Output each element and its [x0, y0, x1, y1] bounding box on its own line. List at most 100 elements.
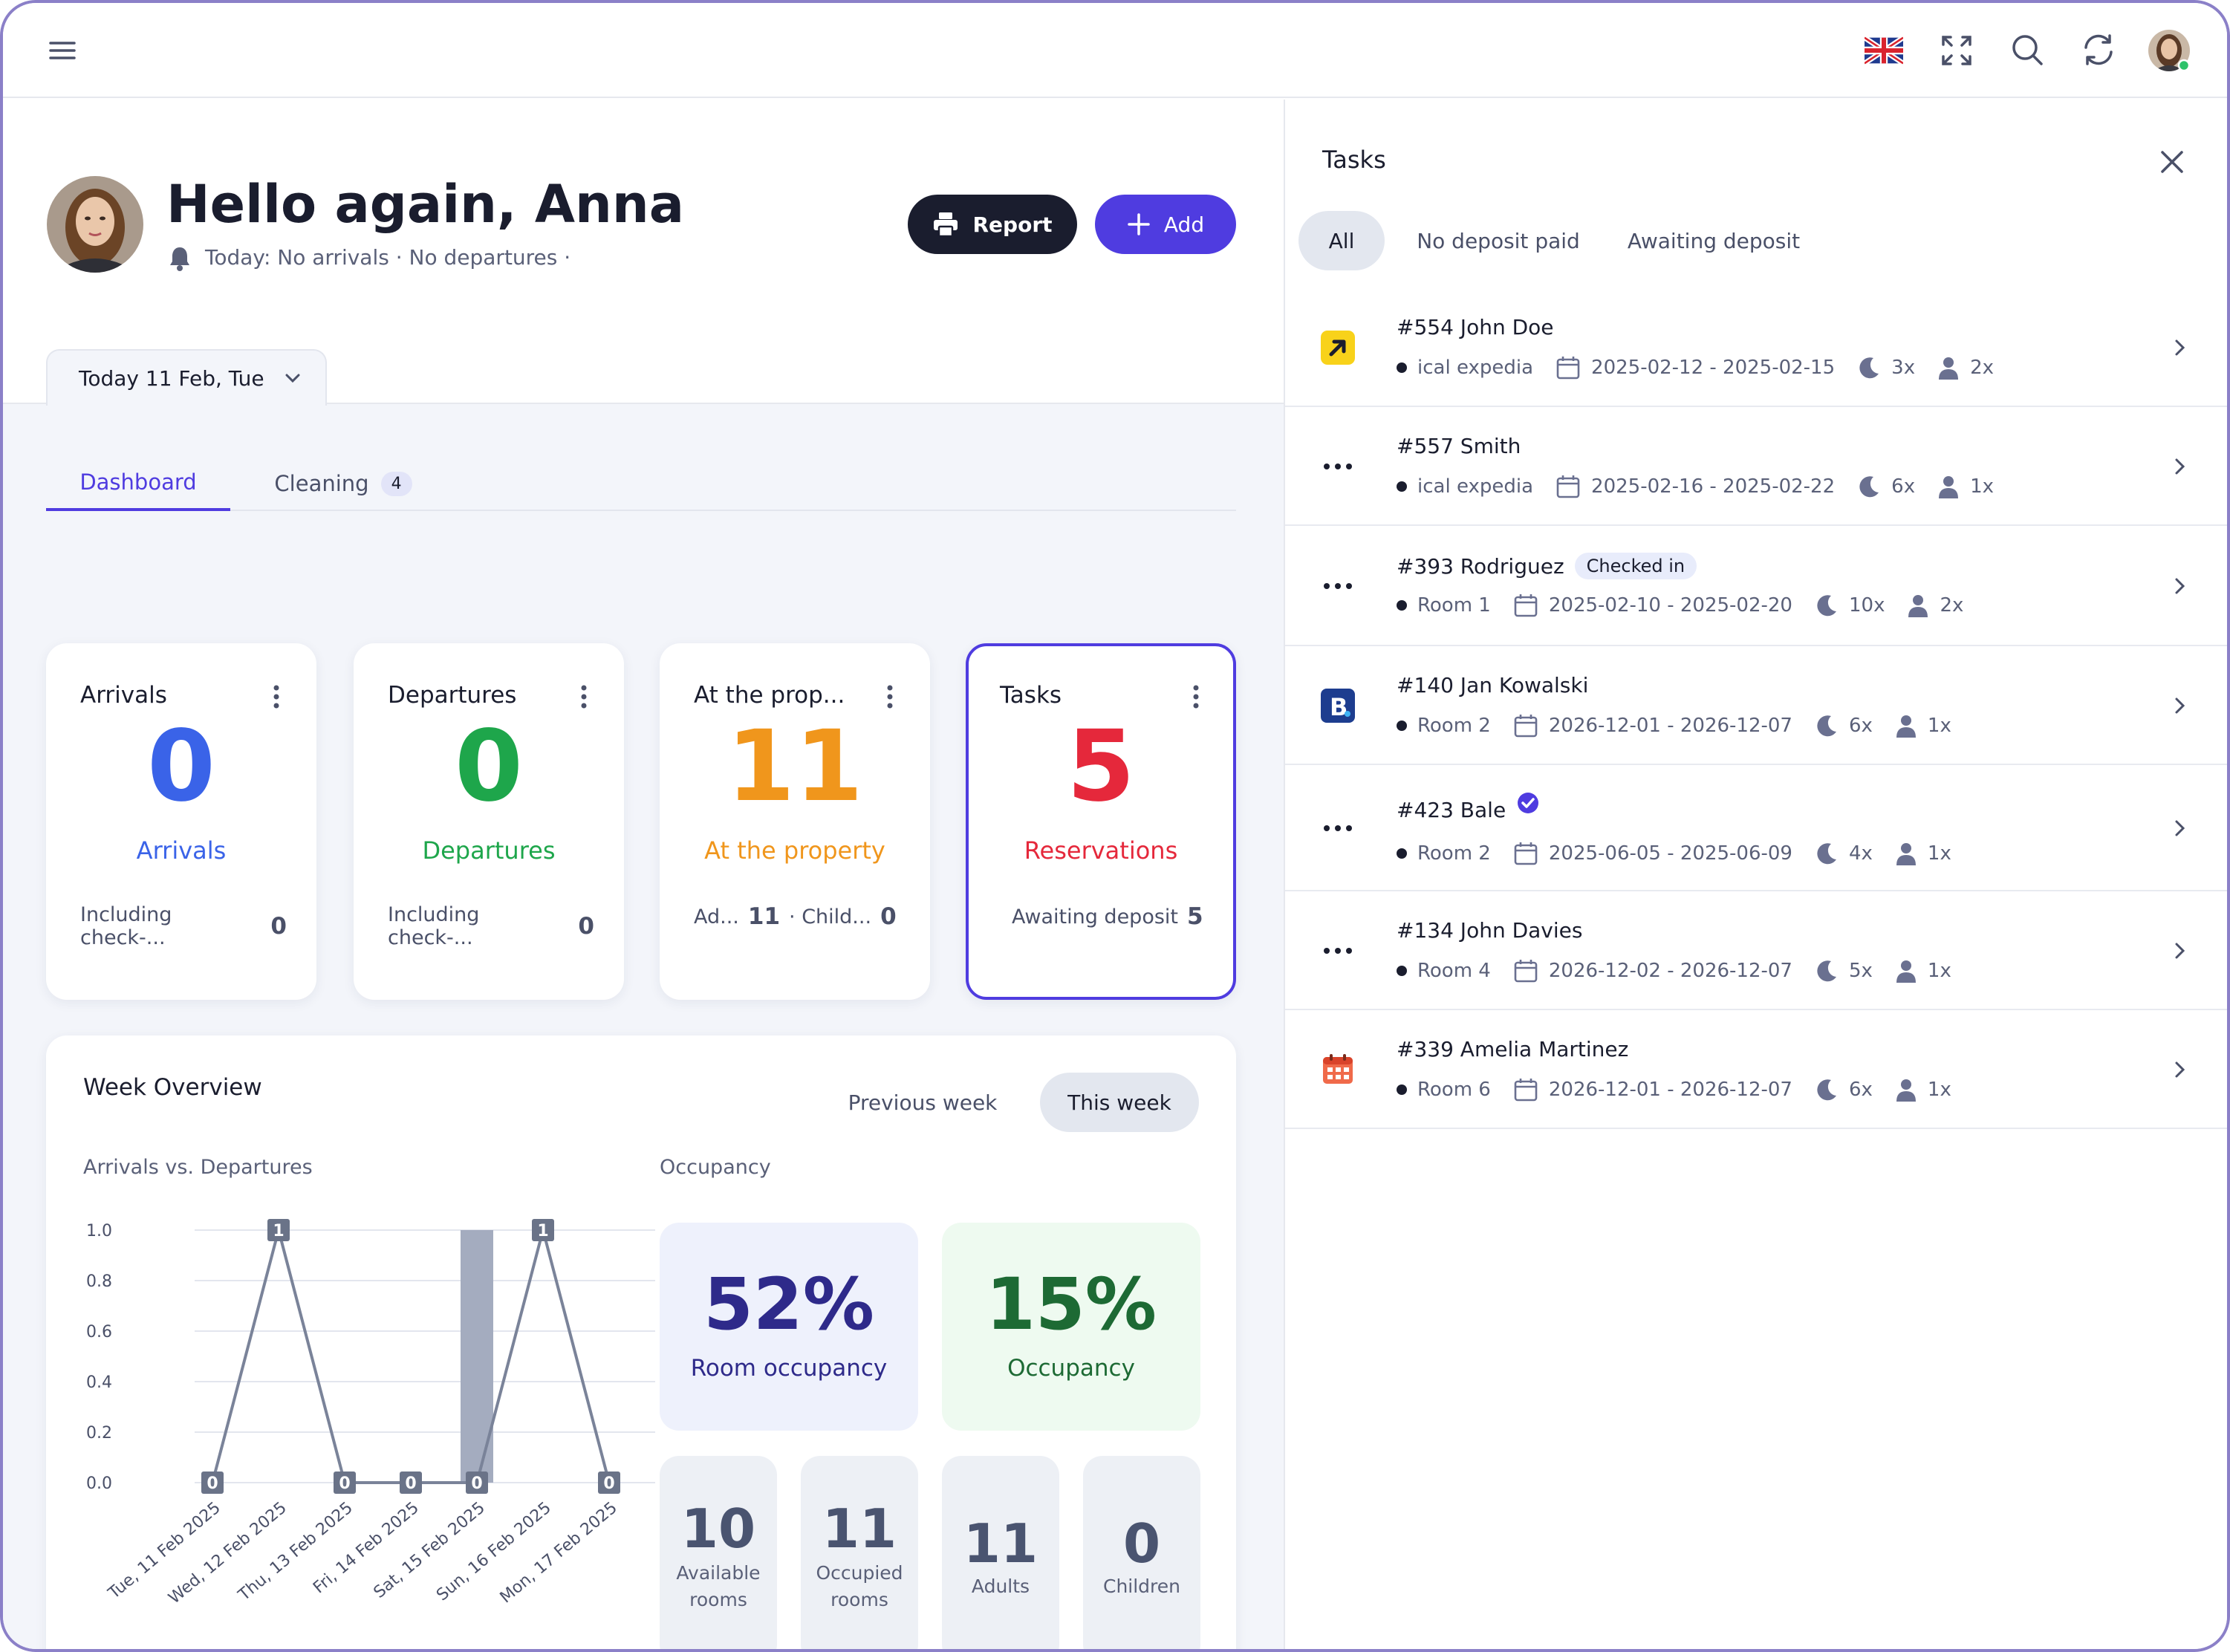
departures-label: Departures	[422, 836, 556, 865]
arrivals-label: Arrivals	[136, 836, 227, 865]
data-point	[532, 1219, 554, 1241]
task-dates: 2026-12-02 - 2026-12-07	[1548, 960, 1792, 982]
fullscreen-icon[interactable]	[1940, 34, 1973, 67]
chevron-right-icon[interactable]	[2171, 942, 2188, 960]
task-dates: 2025-02-16 - 2025-02-22	[1591, 475, 1836, 498]
moon-icon	[1815, 842, 1839, 865]
children-value: 0	[1122, 1512, 1161, 1575]
task-source: Room 2	[1417, 715, 1491, 737]
date-label: Today 11 Feb, Tue	[79, 365, 264, 391]
adults-value: 11	[747, 903, 781, 930]
available-rooms-value: 10	[680, 1497, 756, 1560]
data-point	[466, 1471, 488, 1494]
room-occupancy-value: 52%	[703, 1263, 874, 1346]
at-property-card[interactable]: At the prop... 11 At the property Ad... …	[660, 643, 930, 1000]
data-point	[598, 1471, 620, 1494]
task-name: #554 John Doe	[1397, 315, 1554, 339]
person-icon	[1907, 594, 1929, 617]
task-dates: 2025-02-10 - 2025-02-20	[1548, 594, 1792, 617]
task-name: #423 Bale	[1397, 798, 1506, 822]
task-meta: ical expedia 2025-02-16 - 2025-02-22 6x 1x	[1397, 474, 1994, 499]
kebab-menu-icon[interactable]	[273, 685, 279, 709]
header-section: Hello again, Anna Today: No arrivals · N…	[3, 100, 1284, 406]
available-rooms-label: Available	[676, 1562, 761, 1584]
chart-title: Arrivals vs. Departures	[83, 1156, 313, 1179]
card-footer: Including check-... 0	[80, 903, 287, 949]
moon-icon	[1857, 475, 1881, 498]
departures-card[interactable]: Departures 0 Departures Including check-…	[354, 643, 624, 1000]
children-label: Children	[1102, 1575, 1181, 1597]
y-tick-label: 0.6	[86, 1323, 112, 1342]
bullet-icon	[1397, 600, 1407, 611]
chevron-right-icon[interactable]	[2171, 819, 2188, 837]
filter-awaiting-deposit[interactable]: Awaiting deposit	[1615, 211, 1813, 270]
calendar-icon	[1513, 713, 1538, 738]
data-label: 0	[207, 1474, 218, 1493]
data-label: 0	[603, 1474, 614, 1493]
avatar[interactable]	[2147, 28, 2191, 73]
filter-no-deposit-paid[interactable]: No deposit paid	[1405, 211, 1591, 270]
tab-dashboard[interactable]: Dashboard	[46, 456, 230, 511]
y-tick-label: 0.0	[86, 1474, 112, 1493]
search-icon[interactable]	[2010, 33, 2044, 67]
chevron-right-icon[interactable]	[2171, 577, 2188, 595]
previous-week-button[interactable]: Previous week	[841, 1073, 1004, 1132]
task-name-line: #393 Rodriguez Checked in	[1397, 553, 1697, 579]
report-button[interactable]: Report	[908, 195, 1077, 254]
task-row[interactable]: #339 Amelia Martinez Room 6 2026-12-01 - 2…	[1285, 1010, 2227, 1129]
task-meta: ical expedia 2025-02-12 - 2025-02-15 3x 2x	[1397, 355, 1994, 380]
status-badge: Checked in	[1574, 553, 1697, 579]
chevron-right-icon[interactable]	[2171, 697, 2188, 715]
task-guests: 2x	[1970, 357, 1995, 379]
kebab-menu-icon[interactable]	[581, 685, 587, 709]
card-footer: Awaiting deposit 5	[1012, 903, 1203, 930]
chevron-right-icon[interactable]	[2171, 458, 2188, 475]
task-row[interactable]: B #140 Jan Kowalski Room 2 2026-12-01 - 202…	[1285, 646, 2227, 765]
y-tick-label: 0.8	[86, 1272, 112, 1291]
chevron-right-icon[interactable]	[2171, 339, 2188, 357]
departures-count: 0	[455, 709, 523, 824]
occupied-rooms-tile: 11 Occupied rooms	[801, 1456, 918, 1649]
data-label: 0	[339, 1474, 350, 1493]
kebab-menu-icon[interactable]	[1193, 685, 1199, 709]
task-guests: 1x	[1927, 1079, 1951, 1101]
y-tick-label: 0.2	[86, 1424, 112, 1443]
task-row[interactable]: #554 John Doe ical expedia 2025-02-12 - 20…	[1285, 288, 2227, 407]
occupied-rooms-label-2: rooms	[830, 1589, 888, 1610]
filter-all[interactable]: All	[1298, 211, 1385, 270]
task-row[interactable]: #423 Bale Room 2 2025-06-05 - 2025-06-09 4x…	[1285, 765, 2227, 891]
calendar-icon	[1556, 474, 1581, 499]
task-name: #557 Smith	[1397, 434, 1521, 458]
task-row[interactable]: #393 Rodriguez Checked in Room 1 2025-02-10…	[1285, 526, 2227, 646]
calendar-icon	[1513, 1077, 1538, 1102]
person-icon	[1937, 356, 1960, 380]
printer-icon	[934, 212, 958, 238]
moon-icon	[1857, 356, 1881, 380]
chevron-right-icon[interactable]	[2171, 1061, 2188, 1079]
date-selector[interactable]: Today 11 Feb, Tue	[46, 349, 327, 406]
data-label: 1	[273, 1222, 284, 1240]
task-row[interactable]: #134 John Davies Room 4 2026-12-02 - 2026-…	[1285, 891, 2227, 1010]
add-button[interactable]: Add	[1095, 195, 1236, 254]
person-icon	[1895, 842, 1917, 865]
filter-no-deposit-label: No deposit paid	[1417, 228, 1580, 253]
moon-icon	[1815, 959, 1839, 983]
y-tick-label: 0.4	[86, 1373, 112, 1392]
task-row[interactable]: #557 Smith ical expedia 2025-02-16 - 2025-…	[1285, 407, 2227, 526]
tasks-card[interactable]: Tasks 5 Reservations Awaiting deposit 5	[966, 643, 1236, 1000]
arrivals-card[interactable]: Arrivals 0 Arrivals Including check-... …	[46, 643, 316, 1000]
adults-tile: 11 Adults	[942, 1456, 1059, 1649]
tab-cleaning[interactable]: Cleaning 4	[254, 456, 432, 511]
refresh-icon[interactable]	[2081, 33, 2116, 67]
room-occupancy-label: Room occupancy	[690, 1355, 888, 1382]
report-label: Report	[972, 212, 1053, 237]
bullet-icon	[1397, 966, 1407, 976]
x-tick-label: Sat, 15 Feb 2025	[371, 1498, 489, 1601]
close-icon[interactable]	[2159, 149, 2185, 175]
hamburger-icon[interactable]	[48, 36, 77, 65]
uk-flag-icon[interactable]	[1865, 36, 1903, 65]
kebab-menu-icon[interactable]	[887, 685, 893, 709]
calendar-icon	[1513, 958, 1538, 983]
this-week-button[interactable]: This week	[1040, 1073, 1199, 1132]
moon-icon	[1815, 1078, 1839, 1102]
